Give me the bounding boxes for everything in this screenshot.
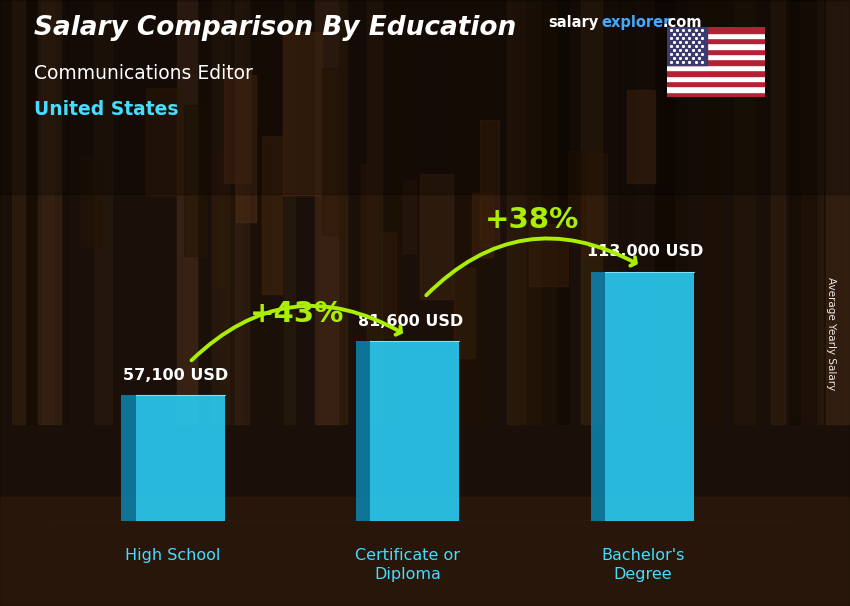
Text: .com: .com: [663, 15, 702, 30]
Bar: [667, 81, 765, 86]
Bar: [667, 27, 765, 33]
Bar: [0, 497, 850, 606]
Bar: [420, 174, 453, 299]
Text: 81,600 USD: 81,600 USD: [358, 315, 462, 329]
Bar: [212, 0, 230, 424]
Bar: [224, 68, 252, 183]
Bar: [0, 0, 850, 194]
Polygon shape: [591, 272, 605, 521]
Bar: [705, 0, 721, 424]
Bar: [667, 27, 707, 65]
Bar: [541, 0, 556, 424]
Bar: [667, 76, 765, 81]
Bar: [381, 233, 396, 338]
Text: United States: United States: [34, 100, 178, 119]
Bar: [802, 0, 823, 424]
Bar: [515, 0, 543, 424]
Polygon shape: [122, 395, 135, 521]
Bar: [667, 70, 765, 76]
Polygon shape: [356, 341, 371, 521]
Bar: [455, 268, 475, 358]
Bar: [177, 0, 197, 424]
Polygon shape: [371, 341, 460, 521]
Bar: [843, 0, 850, 424]
Text: 113,000 USD: 113,000 USD: [586, 244, 703, 259]
Bar: [667, 54, 765, 59]
Text: Salary Comparison By Education: Salary Comparison By Education: [34, 15, 516, 41]
Bar: [367, 0, 382, 424]
Text: explorer: explorer: [601, 15, 671, 30]
Bar: [480, 120, 499, 246]
Bar: [667, 38, 765, 44]
Bar: [667, 48, 765, 54]
Bar: [667, 92, 765, 97]
Bar: [458, 0, 484, 424]
Bar: [568, 151, 586, 245]
Bar: [667, 86, 765, 92]
Bar: [581, 0, 603, 424]
Bar: [667, 65, 765, 70]
Polygon shape: [605, 272, 694, 521]
Bar: [581, 154, 607, 257]
Bar: [655, 0, 674, 424]
Bar: [667, 33, 765, 38]
Bar: [220, 0, 242, 424]
Text: salary: salary: [548, 15, 598, 30]
Bar: [263, 136, 282, 294]
Bar: [771, 0, 785, 424]
Bar: [627, 90, 655, 182]
Bar: [826, 0, 850, 424]
Bar: [659, 0, 688, 424]
Bar: [146, 88, 179, 195]
Bar: [322, 68, 343, 235]
Bar: [283, 32, 322, 196]
Bar: [734, 0, 756, 424]
Bar: [38, 0, 54, 424]
Text: Communications Editor: Communications Editor: [34, 64, 253, 82]
Bar: [667, 44, 765, 48]
Bar: [184, 105, 206, 256]
Bar: [388, 0, 401, 424]
Bar: [542, 0, 570, 424]
Bar: [473, 193, 494, 257]
Text: Bachelor's
Degree: Bachelor's Degree: [601, 548, 684, 582]
Bar: [839, 0, 850, 424]
Bar: [212, 153, 226, 287]
Text: +43%: +43%: [250, 300, 345, 328]
Bar: [319, 0, 347, 424]
Text: High School: High School: [126, 548, 221, 562]
Bar: [235, 0, 249, 424]
Text: Certificate or
Diploma: Certificate or Diploma: [355, 548, 461, 582]
Bar: [236, 75, 256, 222]
Bar: [507, 0, 525, 424]
Bar: [361, 164, 377, 326]
Bar: [12, 0, 25, 424]
Text: 57,100 USD: 57,100 USD: [122, 368, 228, 383]
Bar: [404, 180, 416, 253]
Bar: [81, 156, 101, 246]
Bar: [315, 0, 338, 424]
Text: Average Yearly Salary: Average Yearly Salary: [826, 277, 836, 390]
Bar: [40, 0, 69, 424]
Text: +38%: +38%: [485, 206, 580, 234]
Bar: [284, 0, 295, 424]
Bar: [11, 0, 40, 424]
Bar: [667, 59, 765, 65]
Bar: [790, 0, 816, 424]
Bar: [94, 0, 112, 424]
Bar: [525, 0, 542, 424]
Polygon shape: [135, 395, 224, 521]
Bar: [39, 0, 61, 424]
Bar: [259, 0, 269, 424]
Bar: [824, 0, 850, 424]
Bar: [530, 224, 568, 285]
Bar: [618, 0, 633, 424]
